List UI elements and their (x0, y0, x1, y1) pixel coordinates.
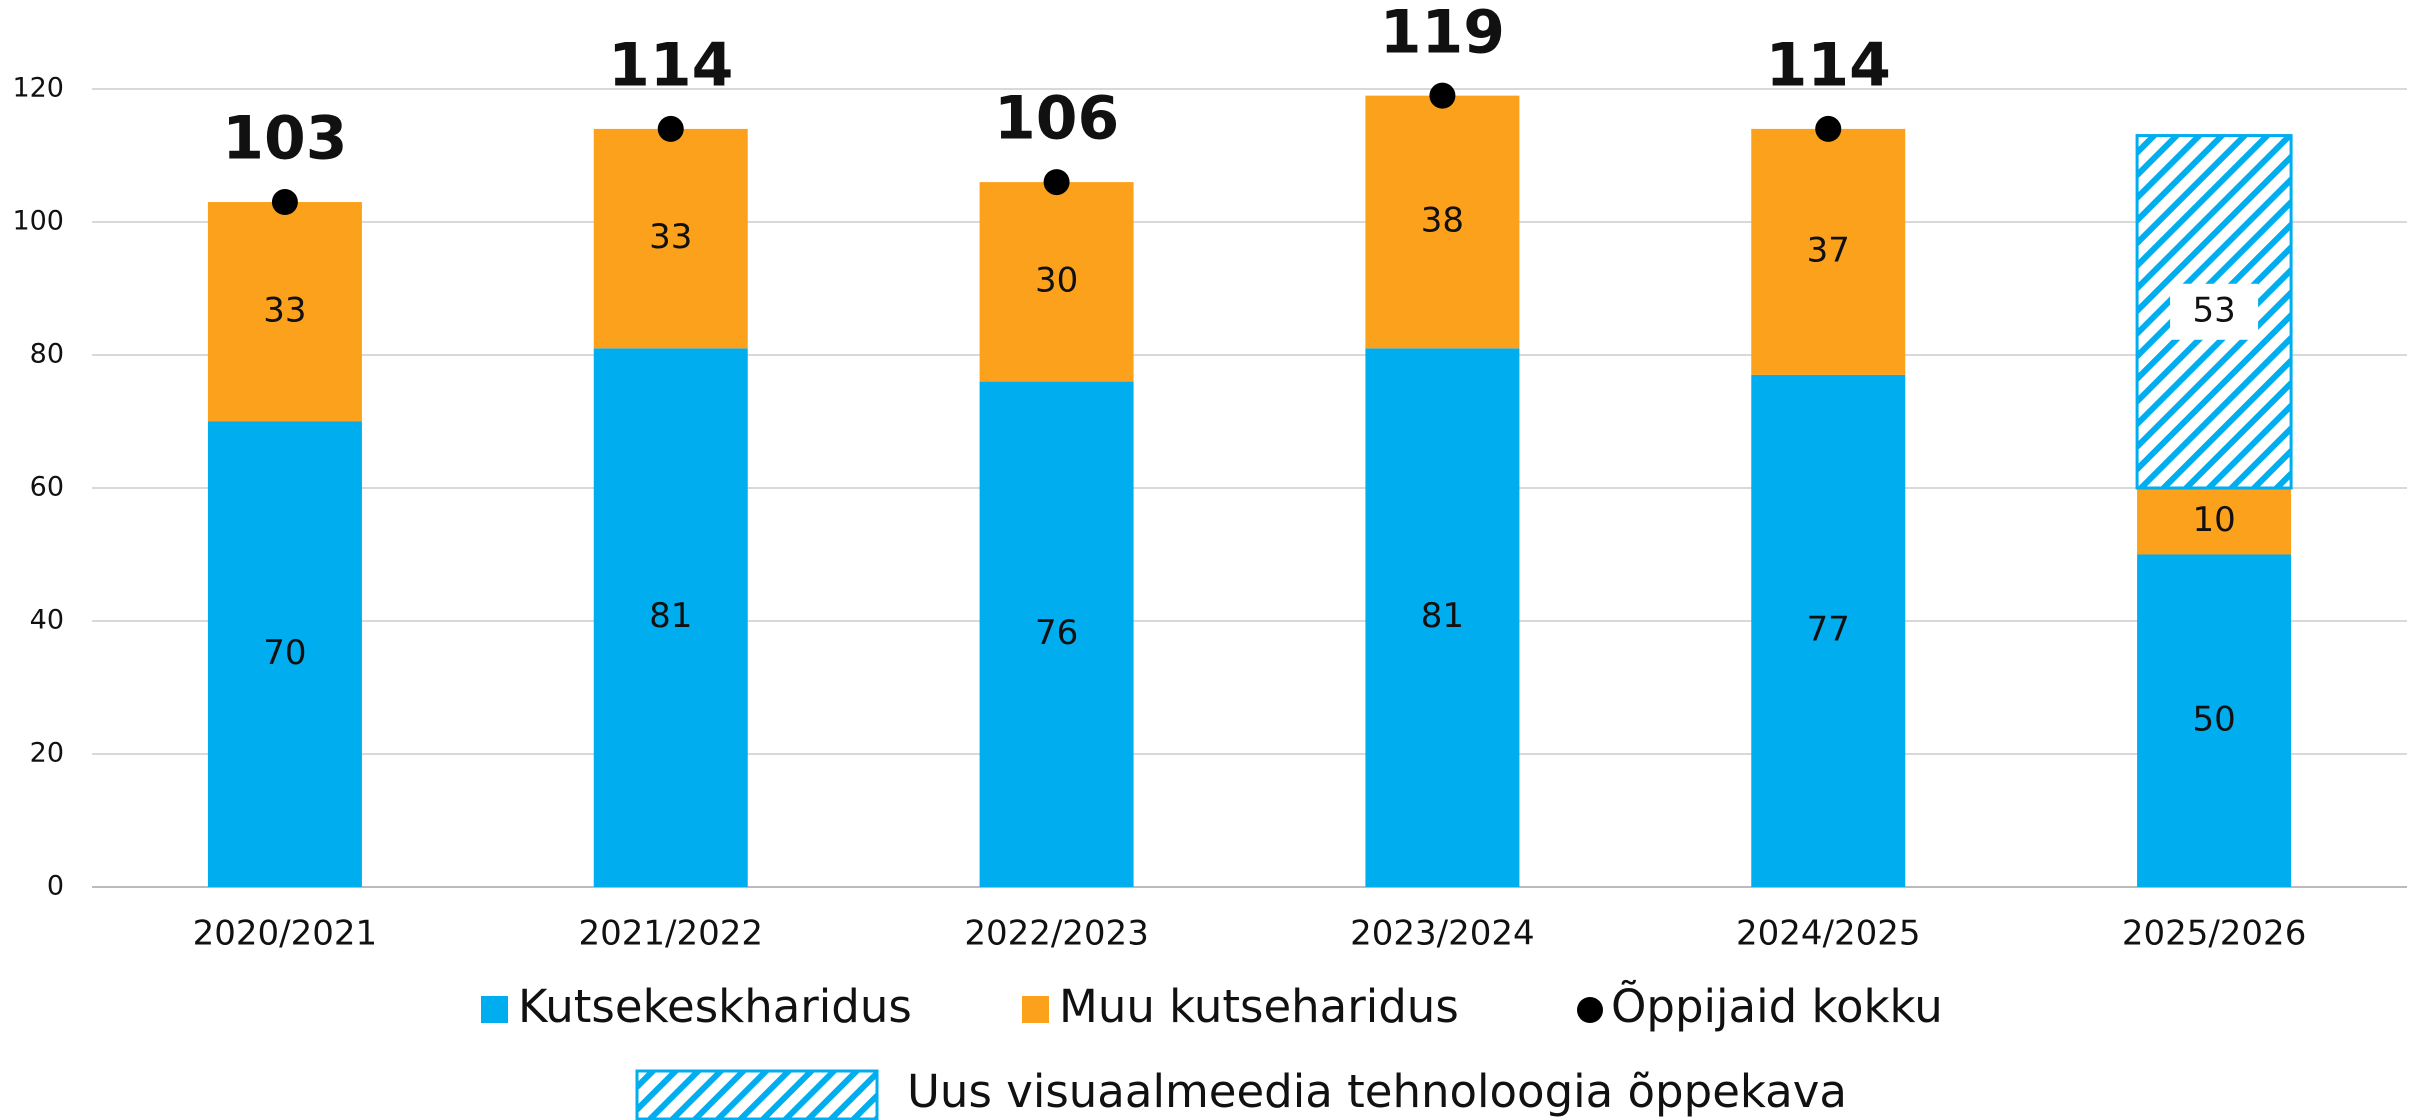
bar-segment (979, 381, 1134, 887)
data-label: 50 (2192, 699, 2235, 739)
total-label: 103 (222, 104, 347, 174)
total-label: 119 (1380, 0, 1505, 67)
x-tick-label: 2025/2026 (2122, 914, 2307, 954)
bar-segment (1365, 95, 1520, 349)
bar-segment (593, 128, 748, 349)
y-tick-label: 80 (30, 339, 64, 370)
legend-label: Kutsekeskharidus (518, 980, 912, 1033)
data-label: 53 (2192, 290, 2235, 330)
data-label: 81 (1421, 596, 1464, 636)
data-label: 76 (1035, 613, 1078, 653)
y-tick-label: 60 (30, 472, 64, 503)
bar-segment (1751, 374, 1906, 887)
label-box (2170, 283, 2259, 340)
x-tick-label: 2024/2025 (1736, 914, 1921, 954)
bar-segment (207, 202, 362, 422)
legend-swatch (1577, 997, 1603, 1023)
total-label: 114 (608, 30, 733, 100)
x-tick-label: 2023/2024 (1350, 914, 1535, 954)
data-label: 77 (1807, 609, 1850, 649)
data-label: 33 (649, 217, 692, 257)
bar-segment (207, 421, 362, 887)
data-label: 30 (1035, 260, 1078, 300)
bar-segment (593, 348, 748, 888)
data-label: 70 (263, 633, 306, 673)
legend-swatch (635, 1069, 879, 1120)
data-label: 81 (649, 596, 692, 636)
data-label: 38 (1421, 201, 1464, 241)
x-tick-label: 2022/2023 (964, 914, 1149, 954)
y-tick-label: 0 (47, 871, 64, 902)
y-tick-label: 120 (12, 73, 64, 104)
bar-segment (979, 182, 1134, 382)
total-dot (657, 115, 684, 142)
data-label: 33 (263, 290, 306, 330)
total-label: 114 (1766, 30, 1891, 100)
total-dot (1043, 169, 1070, 196)
y-tick-label: 20 (30, 738, 64, 769)
x-tick-label: 2020/2021 (193, 914, 378, 954)
bar-segment (1365, 348, 1520, 888)
total-dot (1429, 82, 1456, 109)
data-label: 37 (1807, 230, 1850, 270)
legend-swatch (1022, 996, 1049, 1023)
x-tick-label: 2021/2022 (578, 914, 763, 954)
total-dot (271, 189, 298, 216)
total-dot (1815, 115, 1842, 142)
y-tick-label: 40 (30, 605, 64, 636)
bar-segment (2137, 554, 2292, 887)
legend-label: Uus visuaalmeedia tehnoloogia õppekava (907, 1065, 1847, 1118)
bar-segment (1751, 128, 1906, 375)
bar-segment (2137, 488, 2292, 555)
y-tick-label: 100 (12, 206, 64, 237)
legend-label: Muu kutseharidus (1059, 980, 1459, 1033)
total-label: 106 (994, 84, 1119, 154)
legend-swatch (481, 996, 508, 1023)
legend-label: Õppijaid kokku (1611, 980, 1943, 1033)
data-label: 10 (2192, 500, 2235, 540)
